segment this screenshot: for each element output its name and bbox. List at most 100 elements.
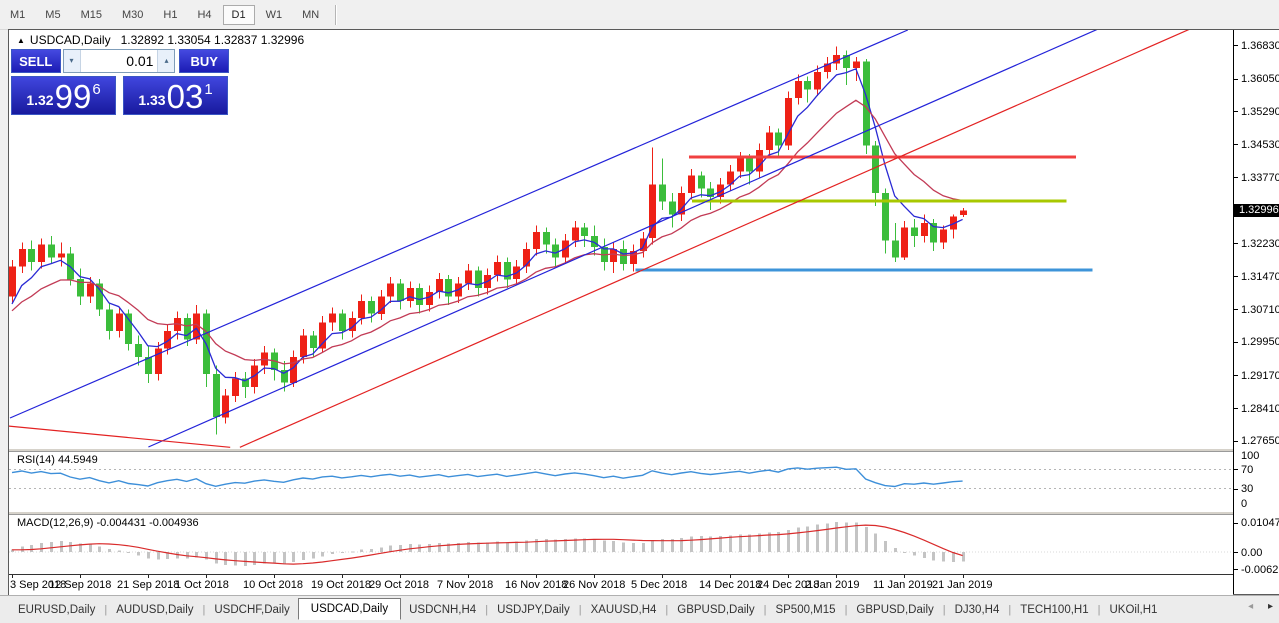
price-axis: 1.368301.360501.352901.345301.337701.330… bbox=[1233, 30, 1279, 594]
date-axis: 3 Sep 2018 12 Sep 2018 21 Sep 2018 1 Oct 20… bbox=[9, 574, 1233, 595]
price-axis-tick bbox=[1234, 243, 1238, 244]
macd-axis-tick bbox=[1234, 569, 1238, 570]
price-axis-label: 1.28410 bbox=[1241, 403, 1279, 415]
chart-tab-usdjpy-daily[interactable]: USDJPY,Daily bbox=[497, 603, 570, 616]
date-axis-tick bbox=[468, 575, 469, 578]
timeframe-button-m5[interactable]: M5 bbox=[45, 8, 61, 21]
price-axis-tick bbox=[1234, 45, 1238, 46]
macd-axis-tick bbox=[1234, 523, 1238, 524]
timeframe-button-h4[interactable]: H4 bbox=[197, 8, 212, 21]
price-axis-label: 1.32230 bbox=[1241, 238, 1279, 250]
macd-axis-label: 0.010474 bbox=[1241, 517, 1279, 529]
price-axis-label: 1.27650 bbox=[1241, 435, 1279, 447]
date-axis-label: 1 Oct 2018 bbox=[175, 579, 229, 591]
chart-tab-bar: EURUSD,Daily | AUDUSD,Daily | USDCHF,Daily US… bbox=[0, 595, 1279, 623]
buy-price-display[interactable]: 1.33 03 1 bbox=[123, 76, 228, 115]
date-axis-tick bbox=[788, 575, 789, 578]
chart-tab-usdchf-daily[interactable]: USDCHF,Daily bbox=[214, 603, 290, 616]
collapse-trade-panel-icon[interactable]: ▲ bbox=[17, 36, 25, 45]
timeframe-button-w1[interactable]: W1 bbox=[265, 8, 283, 21]
rsi-axis-label: 100 bbox=[1241, 450, 1260, 462]
buy-price-main: 03 bbox=[166, 78, 204, 115]
price-axis-label: 1.30710 bbox=[1241, 304, 1279, 316]
price-axis-label: 1.29950 bbox=[1241, 336, 1279, 348]
chart-tab-eurusd-daily[interactable]: EURUSD,Daily bbox=[18, 603, 96, 616]
price-axis-tick bbox=[1234, 408, 1238, 409]
timeframe-button-d1[interactable]: D1 bbox=[222, 4, 255, 25]
rsi-panel-divider[interactable] bbox=[9, 448, 1233, 452]
macd-indicator-label: MACD(12,26,9) -0.004431 -0.004936 bbox=[17, 517, 199, 529]
volume-increase-icon[interactable]: ▴ bbox=[157, 50, 175, 72]
chart-tab-usdcad-daily[interactable]: USDCAD,Daily bbox=[297, 598, 402, 620]
current-price-tag: 1.32996 bbox=[1234, 204, 1279, 217]
macd-indicator-chart[interactable] bbox=[9, 515, 1233, 574]
price-axis-tick bbox=[1234, 144, 1238, 145]
macd-panel-divider[interactable] bbox=[9, 511, 1233, 515]
timeframe-toolbar: M1 M5 M15 M30 H1 H4 D1 W1 MN bbox=[0, 0, 1279, 30]
date-axis-tick bbox=[836, 575, 837, 578]
toolbar-separator bbox=[335, 4, 338, 25]
date-axis-tick bbox=[342, 575, 343, 578]
tabs-scroll-left-icon[interactable]: ◂ bbox=[1248, 601, 1254, 612]
date-axis-label: 14 Dec 2018 bbox=[699, 579, 762, 591]
tabs-scroll-right-icon[interactable]: ▸ bbox=[1267, 601, 1273, 612]
tab-separator: | bbox=[1008, 603, 1012, 616]
date-axis-label: 21 Sep 2018 bbox=[117, 579, 180, 591]
price-axis-tick bbox=[1234, 441, 1238, 442]
sell-price-prefix: 1.32 bbox=[26, 92, 54, 108]
buy-price-prefix: 1.33 bbox=[138, 92, 166, 108]
rsi-indicator-chart[interactable] bbox=[9, 452, 1233, 511]
date-axis-tick bbox=[12, 575, 13, 578]
timeframe-button-m30[interactable]: M30 bbox=[121, 8, 144, 21]
sell-price-display[interactable]: 1.32 99 6 bbox=[11, 76, 116, 115]
timeframe-button-m1[interactable]: M1 bbox=[10, 8, 26, 21]
tab-separator: | bbox=[942, 603, 946, 616]
volume-stepper: ▾ ▴ bbox=[62, 49, 176, 73]
chart-tab-audusd-daily[interactable]: AUDUSD,Daily bbox=[116, 603, 194, 616]
price-axis-tick bbox=[1234, 375, 1238, 376]
macd-axis-tick bbox=[1234, 552, 1238, 553]
tab-separator: | bbox=[665, 603, 669, 616]
chart-tab-dj30-h4[interactable]: DJ30,H4 bbox=[954, 603, 1000, 616]
rsi-indicator-label: RSI(14) 44.5949 bbox=[17, 454, 98, 466]
buy-price-pip: 1 bbox=[204, 81, 213, 98]
price-axis-tick bbox=[1234, 111, 1238, 112]
volume-decrease-icon[interactable]: ▾ bbox=[63, 50, 81, 72]
date-axis-tick bbox=[730, 575, 731, 578]
buy-button[interactable]: BUY bbox=[179, 49, 229, 73]
chart-tab-xauusd-h4[interactable]: XAUUSD,H4 bbox=[590, 603, 657, 616]
volume-input[interactable] bbox=[80, 50, 158, 72]
rsi-axis-label: 30 bbox=[1241, 483, 1254, 495]
chart-ohlc-values: 1.32892 1.33054 1.32837 1.32996 bbox=[120, 33, 305, 47]
sell-button[interactable]: SELL bbox=[11, 49, 61, 73]
date-axis-label: 5 Dec 2018 bbox=[631, 579, 688, 591]
timeframe-button-m15[interactable]: M15 bbox=[80, 8, 102, 21]
chart-tab-tech100-h1[interactable]: TECH100,H1 bbox=[1020, 603, 1089, 616]
sell-price-main: 99 bbox=[54, 78, 92, 115]
price-axis-tick bbox=[1234, 309, 1238, 310]
tab-separator: | bbox=[202, 603, 206, 616]
price-axis-label: 1.31470 bbox=[1241, 271, 1279, 283]
tab-separator: | bbox=[844, 603, 848, 616]
timeframe-button-mn[interactable]: MN bbox=[302, 8, 320, 21]
macd-axis-label: -0.006218 bbox=[1241, 564, 1279, 576]
chart-window: ▲ USDCAD,Daily 1.32892 1.33054 1.32837 1.3… bbox=[8, 29, 1279, 595]
chart-tab-ukoil-h1[interactable]: UKOil,H1 bbox=[1109, 603, 1158, 616]
chart-tab-gbpusd-daily[interactable]: GBPUSD,Daily bbox=[677, 603, 755, 616]
chart-tab-usdcnh-h4[interactable]: USDCNH,H4 bbox=[409, 603, 477, 616]
macd-axis-label: 0.00 bbox=[1241, 547, 1263, 559]
date-axis-tick bbox=[904, 575, 905, 578]
chart-tab-gbpusd-daily[interactable]: GBPUSD,Daily bbox=[856, 603, 934, 616]
tab-separator: | bbox=[485, 603, 489, 616]
date-axis-label: 12 Sep 2018 bbox=[49, 579, 112, 591]
date-axis-tick bbox=[536, 575, 537, 578]
price-chart[interactable] bbox=[9, 30, 1233, 448]
price-axis-label: 1.36830 bbox=[1241, 40, 1279, 52]
tab-separator: | bbox=[578, 603, 582, 616]
timeframe-button-h1[interactable]: H1 bbox=[163, 8, 178, 21]
date-axis-label: 16 Nov 2018 bbox=[505, 579, 568, 591]
date-axis-label: 24 Dec 2018 bbox=[757, 579, 820, 591]
tab-separator: | bbox=[104, 603, 108, 616]
chart-tab-sp500-m15[interactable]: SP500,M15 bbox=[775, 603, 836, 616]
date-axis-tick bbox=[148, 575, 149, 578]
